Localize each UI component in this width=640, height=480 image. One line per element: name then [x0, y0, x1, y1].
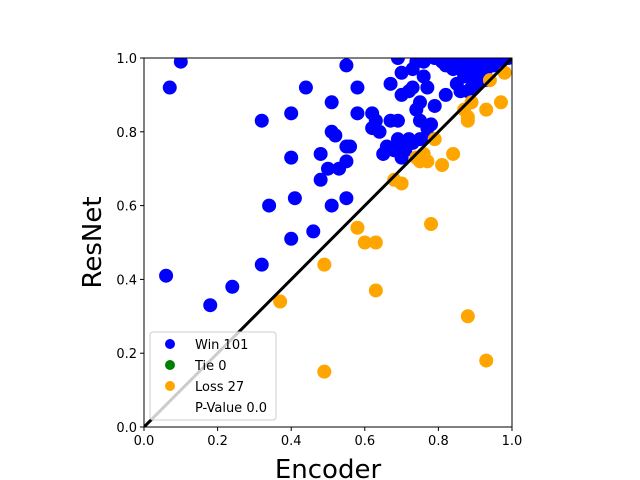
legend-items: Win 101 Tie 0 Loss 27 P-Value 0.0: [165, 338, 267, 416]
point-win-57: [416, 69, 431, 84]
point-win-35: [383, 76, 398, 91]
y-tick-label: 1.0: [116, 52, 137, 67]
point-win-61: [424, 117, 439, 132]
point-win-5: [254, 113, 269, 128]
legend: Win 101 Tie 0 Loss 27 P-Value 0.0: [149, 331, 277, 421]
point-win-8: [284, 106, 299, 121]
point-win-22: [339, 58, 354, 73]
point-loss-25: [493, 95, 508, 110]
legend-label: Loss 27: [195, 380, 244, 395]
y-tick-label: 0.8: [116, 126, 137, 141]
y-tick-label: 0.0: [116, 421, 137, 436]
y-tick-label: 0.6: [116, 200, 137, 215]
point-win-12: [298, 80, 313, 95]
x-axis-label: Encoder: [275, 455, 382, 480]
point-loss-18: [460, 309, 475, 324]
point-win-27: [350, 80, 365, 95]
point-loss-23: [479, 102, 494, 117]
point-win-10: [284, 231, 299, 246]
point-win-4: [225, 279, 240, 294]
point-win-39: [390, 58, 405, 65]
point-win-1: [162, 80, 177, 95]
point-win-58: [420, 80, 435, 95]
point-win-28: [350, 106, 365, 121]
point-loss-4: [357, 235, 372, 250]
point-loss-13: [424, 217, 439, 232]
y-tick-label: 0.2: [116, 347, 137, 362]
legend-marker: [165, 360, 175, 370]
ticks-layer: 0.0 0.2 0.4 0.6 0.8 1.0 0.0 0.2 0.4 0.6 0.8 1.0: [116, 52, 522, 449]
point-win-26: [343, 139, 358, 154]
y-tick-label: 0.4: [116, 273, 137, 288]
x-tick-label: 0.4: [281, 434, 302, 449]
legend-marker: [165, 339, 175, 349]
legend-marker: [165, 381, 175, 391]
point-win-54: [413, 95, 427, 110]
point-win-24: [339, 154, 354, 169]
point-loss-14: [427, 132, 442, 147]
point-loss-6: [368, 283, 383, 298]
point-win-18: [324, 95, 339, 110]
x-tick-label: 1.0: [502, 434, 523, 449]
point-win-25: [339, 191, 354, 206]
point-loss-20: [460, 113, 475, 128]
point-loss-12: [420, 154, 435, 169]
point-win-3: [203, 298, 218, 313]
x-tick-label: 0.6: [354, 434, 375, 449]
point-loss-8: [394, 176, 409, 191]
point-win-63: [427, 98, 442, 113]
point-loss-15: [435, 158, 450, 173]
legend-box: [149, 331, 277, 421]
point-win-15: [313, 172, 328, 187]
point-win-40: [390, 113, 405, 128]
x-tick-label: 0.8: [428, 434, 449, 449]
point-win-19: [324, 198, 339, 213]
point-win-49: [405, 80, 420, 95]
point-win-41: [394, 65, 409, 80]
point-loss-1: [317, 257, 332, 272]
point-loss-26: [497, 65, 512, 80]
point-win-7: [262, 198, 277, 213]
point-win-0: [173, 58, 188, 69]
point-loss-2: [317, 364, 332, 379]
point-win-67: [438, 87, 453, 102]
point-win-31: [368, 113, 383, 128]
legend-label: Tie 0: [194, 359, 227, 374]
y-axis-label: ResNet: [78, 196, 108, 288]
legend-label: Win 101: [195, 338, 248, 353]
point-loss-0: [273, 294, 288, 309]
point-win-20: [328, 128, 343, 143]
point-win-56: [416, 58, 431, 69]
point-win-16: [321, 161, 335, 176]
point-win-2: [159, 268, 174, 283]
x-tick-label: 0.0: [134, 434, 155, 449]
point-loss-3: [350, 220, 365, 235]
point-win-11: [287, 191, 302, 206]
point-loss-22: [479, 353, 494, 368]
plot-frame: [143, 57, 513, 428]
x-tick-label: 0.2: [207, 434, 228, 449]
point-loss-16: [446, 146, 461, 161]
point-loss-21: [464, 95, 479, 110]
point-win-9: [284, 150, 299, 165]
point-win-14: [313, 146, 328, 161]
points-layer: [159, 58, 512, 379]
point-win-100: [468, 76, 483, 91]
legend-label: P-Value 0.0: [195, 401, 267, 416]
point-loss-5: [368, 235, 383, 250]
point-win-6: [254, 257, 269, 272]
point-win-13: [306, 224, 321, 239]
point-win-32: [372, 124, 387, 139]
